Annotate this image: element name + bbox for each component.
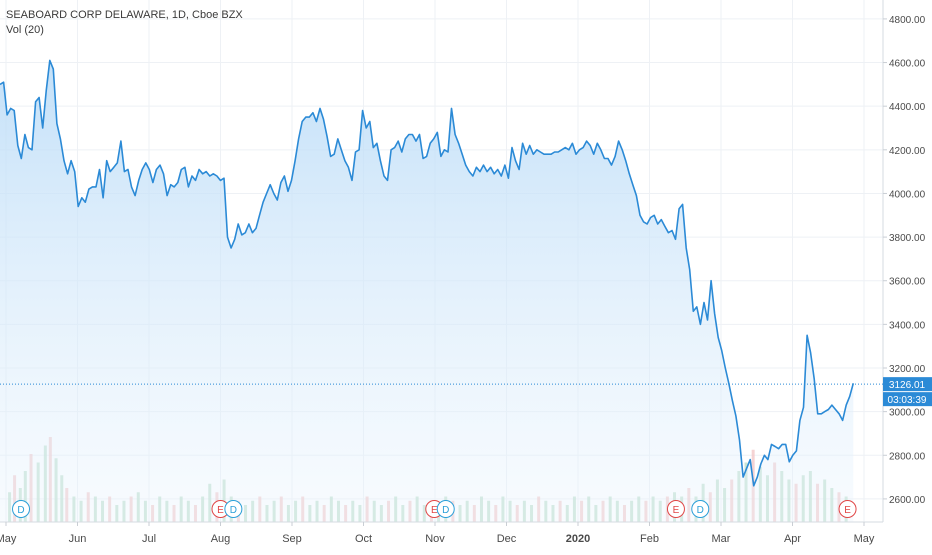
y-tick-label: 2600.00: [889, 495, 926, 506]
marker-letter: E: [217, 505, 224, 516]
x-tick-label: Nov: [425, 533, 445, 545]
y-tick-label: 4400.00: [889, 102, 926, 113]
y-tick-label: 3800.00: [889, 233, 926, 244]
marker-letter: D: [230, 505, 237, 516]
dividend-marker[interactable]: D: [436, 500, 455, 518]
y-tick-label: 3600.00: [889, 277, 926, 288]
last-price-label: 3126.01: [889, 380, 926, 391]
marker-circle: [12, 500, 31, 518]
marker-circle: [691, 500, 710, 518]
x-tick-label: Jun: [69, 533, 87, 545]
y-tick-label: 3200.00: [889, 364, 926, 375]
y-tick-label: 4600.00: [889, 59, 926, 70]
earnings-marker[interactable]: E: [838, 500, 857, 518]
earnings-marker[interactable]: E: [666, 500, 685, 518]
marker-letter: E: [673, 505, 680, 516]
x-tick-label: May: [854, 533, 875, 545]
dividend-marker[interactable]: D: [691, 500, 710, 518]
price-area: [0, 60, 854, 523]
x-tick-label: Sep: [282, 533, 302, 545]
y-axis: 2600.00 2800.00 3000.00 3200.00 3400.00 3600.…: [882, 0, 926, 522]
y-tick-label: 3000.00: [889, 408, 926, 419]
marker-circle: [224, 500, 243, 518]
x-tick-label: Aug: [211, 533, 231, 545]
x-tick-label: Jul: [142, 533, 156, 545]
marker-circle: [666, 500, 685, 518]
price-series: [0, 59, 855, 487]
chart-legend: SEABOARD CORP DELAWARE, 1D, Cboe BZX Vol…: [6, 8, 243, 38]
y-tick-label: 4000.00: [889, 189, 926, 200]
price-line: [0, 59, 855, 487]
last-price-badge: [883, 377, 932, 392]
marker-letter: E: [844, 505, 851, 516]
y-tick-label: 4200.00: [889, 146, 926, 157]
marker-circle: [838, 500, 857, 518]
x-axis: May Jun Jul Aug Sep Oct Nov Dec 2020 Feb Mar Apr May: [0, 521, 883, 545]
x-tick-label: May: [0, 533, 17, 545]
marker-letter: D: [442, 505, 449, 516]
dividend-marker[interactable]: D: [12, 500, 31, 518]
y-tick-label: 3400.00: [889, 320, 926, 331]
marker-circle: [436, 500, 455, 518]
x-tick-label: Apr: [784, 533, 801, 545]
volume-indicator-label: Vol (20): [6, 24, 44, 36]
marker-letter: D: [17, 505, 24, 516]
countdown-label: 03:03:39: [888, 395, 927, 406]
x-tick-label: Feb: [640, 533, 659, 545]
dividend-marker[interactable]: D: [224, 500, 243, 518]
price-area-fill: [0, 60, 854, 523]
countdown-badge: [883, 392, 932, 407]
x-tick-label: 2020: [566, 533, 590, 545]
marker-letter: D: [697, 505, 704, 516]
y-tick-label: 2800.00: [889, 451, 926, 462]
x-tick-label: Dec: [497, 533, 517, 545]
y-tick-label: 4800.00: [889, 15, 926, 26]
symbol-title: SEABOARD CORP DELAWARE, 1D, Cboe BZX: [6, 9, 243, 21]
x-tick-label: Oct: [355, 533, 372, 545]
marker-letter: E: [431, 505, 438, 516]
price-badges: 3126.01 03:03:39: [0, 377, 932, 407]
x-tick-label: Mar: [712, 533, 731, 545]
